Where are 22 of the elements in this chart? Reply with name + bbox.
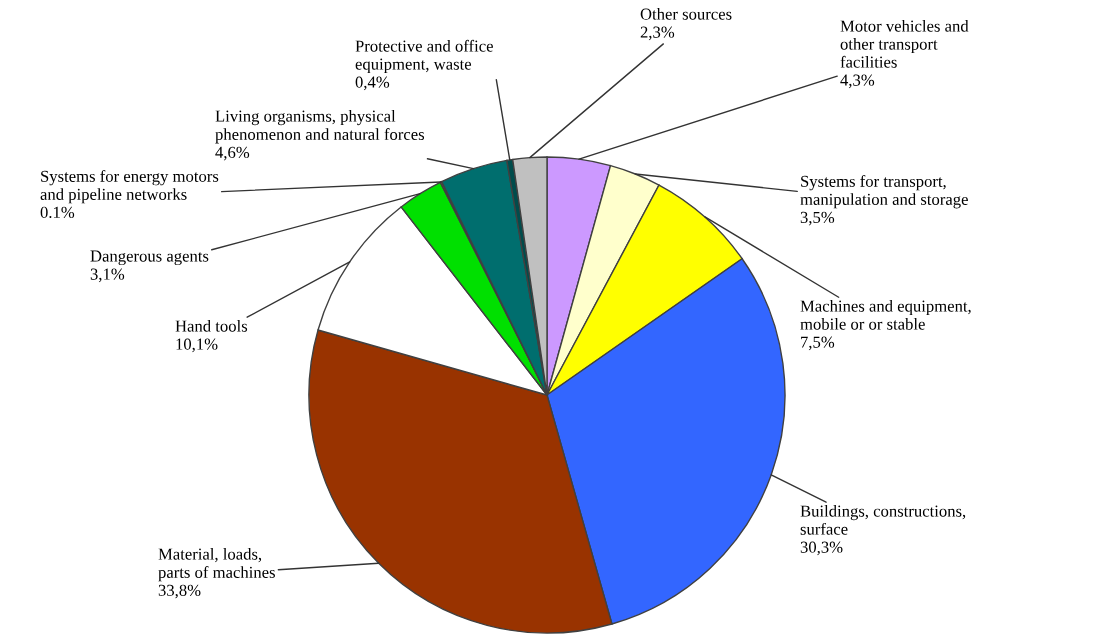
data-label: 3,1% (90, 268, 125, 283)
data-label: 2,3% (640, 26, 675, 41)
slice-label: Motor vehicles and other transport facilities (840, 20, 969, 68)
data-label: 10,1% (176, 338, 218, 353)
slice-label: Systems for energy motors and pipeline networks (40, 170, 219, 204)
data-label: 0,4% (355, 76, 390, 91)
slice-label: Protective and office equipment, waste (355, 39, 493, 74)
data-label: 33,8% (158, 584, 201, 599)
slice-label: Buildings, constructions, surface (800, 505, 966, 535)
slice-label: Machines and equipment, mobile or or stable (800, 300, 971, 330)
slice-label: Other sources (640, 8, 732, 20)
slice-label: Dangerous agents (90, 250, 209, 266)
slice-label: Living organisms, physical phenomenon and natural forces (215, 110, 425, 144)
data-label: 4,3% (840, 74, 875, 89)
slice-label: Hand tools (175, 320, 248, 332)
data-label: 30,3% (800, 541, 843, 556)
data-label: 4,6% (215, 146, 250, 161)
data-label: 7,5% (801, 336, 835, 351)
slice-label: Material, loads, parts of machines (158, 548, 275, 582)
data-label: 3,5% (800, 211, 835, 226)
slice-label: Systems for transport, manipulation and storage (800, 175, 968, 209)
data-label: 0.1% (40, 206, 75, 219)
